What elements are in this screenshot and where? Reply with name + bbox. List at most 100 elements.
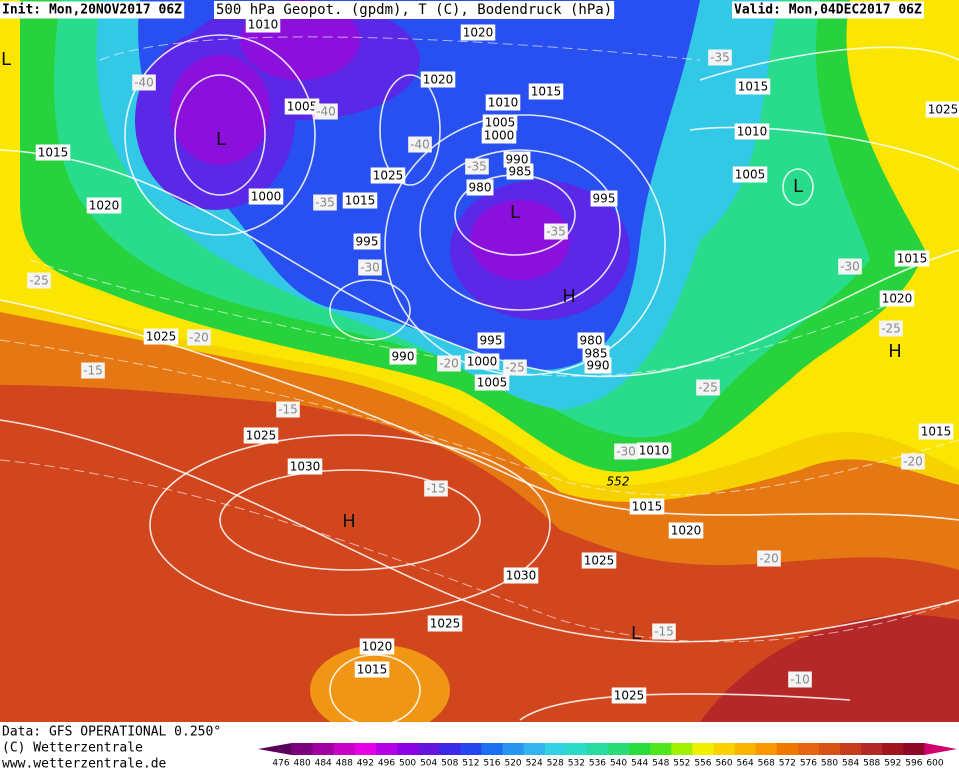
pressure-label: 1020	[671, 524, 702, 538]
isobar	[174, 74, 266, 196]
colorbar-cell	[502, 743, 525, 755]
pressure-label: 1010	[248, 18, 279, 32]
label-box	[427, 615, 463, 632]
pressure-label: 985	[585, 347, 608, 361]
pressure-label: 1005	[477, 376, 508, 390]
temperature-label: -20	[439, 357, 459, 371]
data-source: Data: GFS OPERATIONAL 0.250°	[2, 725, 221, 740]
label-box	[243, 427, 279, 444]
label-box	[584, 357, 612, 374]
pressure-label: 995	[356, 235, 379, 249]
colorbar-label: 556	[694, 759, 711, 769]
label-box	[757, 550, 781, 567]
temperature-label: -15	[426, 482, 446, 496]
colorbar-label: 504	[420, 759, 437, 769]
colorbar-label: 516	[483, 759, 500, 769]
temperature-label: -35	[546, 225, 566, 239]
colorbar-arrow	[924, 743, 957, 755]
label-box	[342, 192, 378, 209]
colorbar-label: 564	[737, 759, 754, 769]
label-box	[506, 163, 534, 180]
label-box	[214, 1, 615, 19]
label-box	[313, 194, 337, 211]
label-box	[614, 443, 638, 460]
pressure-label: 1025	[584, 554, 615, 568]
label-box	[735, 78, 771, 95]
label-box	[732, 166, 768, 183]
pressure-label: 1005	[485, 116, 516, 130]
colorbar-cell	[439, 743, 461, 755]
colorbar-cell	[734, 743, 757, 755]
website: www.wetterzentrale.de	[2, 757, 167, 770]
pressure-label: 980	[469, 181, 492, 195]
pressure-label: 1025	[146, 330, 177, 344]
colorbar-cell	[608, 743, 630, 755]
temperature-label: -35	[315, 196, 335, 210]
pressure-label: 1025	[246, 429, 277, 443]
colorbar-label: 560	[715, 759, 732, 769]
isobar	[0, 419, 959, 643]
label-box	[611, 687, 647, 704]
temperature-label: -20	[903, 455, 923, 469]
colorbar-cell	[692, 743, 714, 755]
label-box	[314, 103, 338, 120]
pressure-label: 1015	[357, 663, 388, 677]
pressure-center: L	[216, 129, 226, 150]
colorbar-label: 520	[504, 759, 521, 769]
init-time: Init: Mon,20NOV2017 06Z	[2, 3, 182, 18]
temperature-label: -40	[410, 138, 430, 152]
pressure-label: 1005	[287, 100, 318, 114]
pressure-center: L	[1, 49, 11, 70]
pressure-label: 1015	[921, 425, 952, 439]
pressure-label: 1000	[251, 190, 282, 204]
orange-blob	[310, 645, 450, 735]
label-box	[528, 83, 564, 100]
pressure-label: 990	[392, 350, 415, 364]
pressure-label: 1025	[430, 617, 461, 631]
pressure-label: 1020	[362, 640, 393, 654]
colorbar-label: 508	[441, 759, 458, 769]
colorbar-label: 592	[884, 759, 901, 769]
label-box	[838, 258, 862, 275]
pressure-label: 1015	[897, 252, 928, 266]
isobar	[149, 434, 551, 616]
label-box	[879, 290, 915, 307]
colorbar-label: 548	[652, 759, 669, 769]
label-box	[708, 49, 732, 66]
colorbar-cell	[797, 743, 820, 755]
temperature-label: -25	[881, 322, 901, 336]
pressure-label: 1015	[345, 194, 376, 208]
pressure-label: 1020	[882, 292, 913, 306]
label-box	[81, 362, 105, 379]
temperature-label: -25	[29, 274, 49, 288]
colorbar-cell	[776, 743, 799, 755]
isobar	[379, 74, 441, 186]
label-box	[420, 71, 456, 88]
temperature-label: -15	[278, 403, 298, 417]
label-box	[245, 16, 281, 33]
colorbar-label: 576	[800, 759, 817, 769]
label-box	[437, 355, 461, 372]
colorbar-cell	[397, 743, 419, 755]
colorbar-label: 532	[568, 759, 585, 769]
isobar	[0, 149, 959, 378]
pressure-label: 1025	[614, 689, 645, 703]
colorbar-cell	[565, 743, 588, 755]
colorbar-label: 552	[673, 759, 690, 769]
label-box	[27, 272, 51, 289]
colorbar-cell	[460, 743, 482, 755]
label-box	[284, 98, 320, 115]
geopotential-line	[99, 36, 701, 61]
temperature-label: -15	[83, 364, 103, 378]
colorbar-label: 480	[294, 759, 311, 769]
geopotential-lines	[0, 36, 959, 643]
label-box	[732, 1, 925, 19]
label-box	[485, 94, 521, 111]
colorbar-cell	[312, 743, 335, 755]
colorbar-label: 600	[926, 759, 943, 769]
header: Init: Mon,20NOV2017 06Z 500 hPa Geopot. …	[0, 1, 925, 19]
pressure-center: L	[510, 202, 520, 223]
temperature-label: -30	[616, 445, 636, 459]
